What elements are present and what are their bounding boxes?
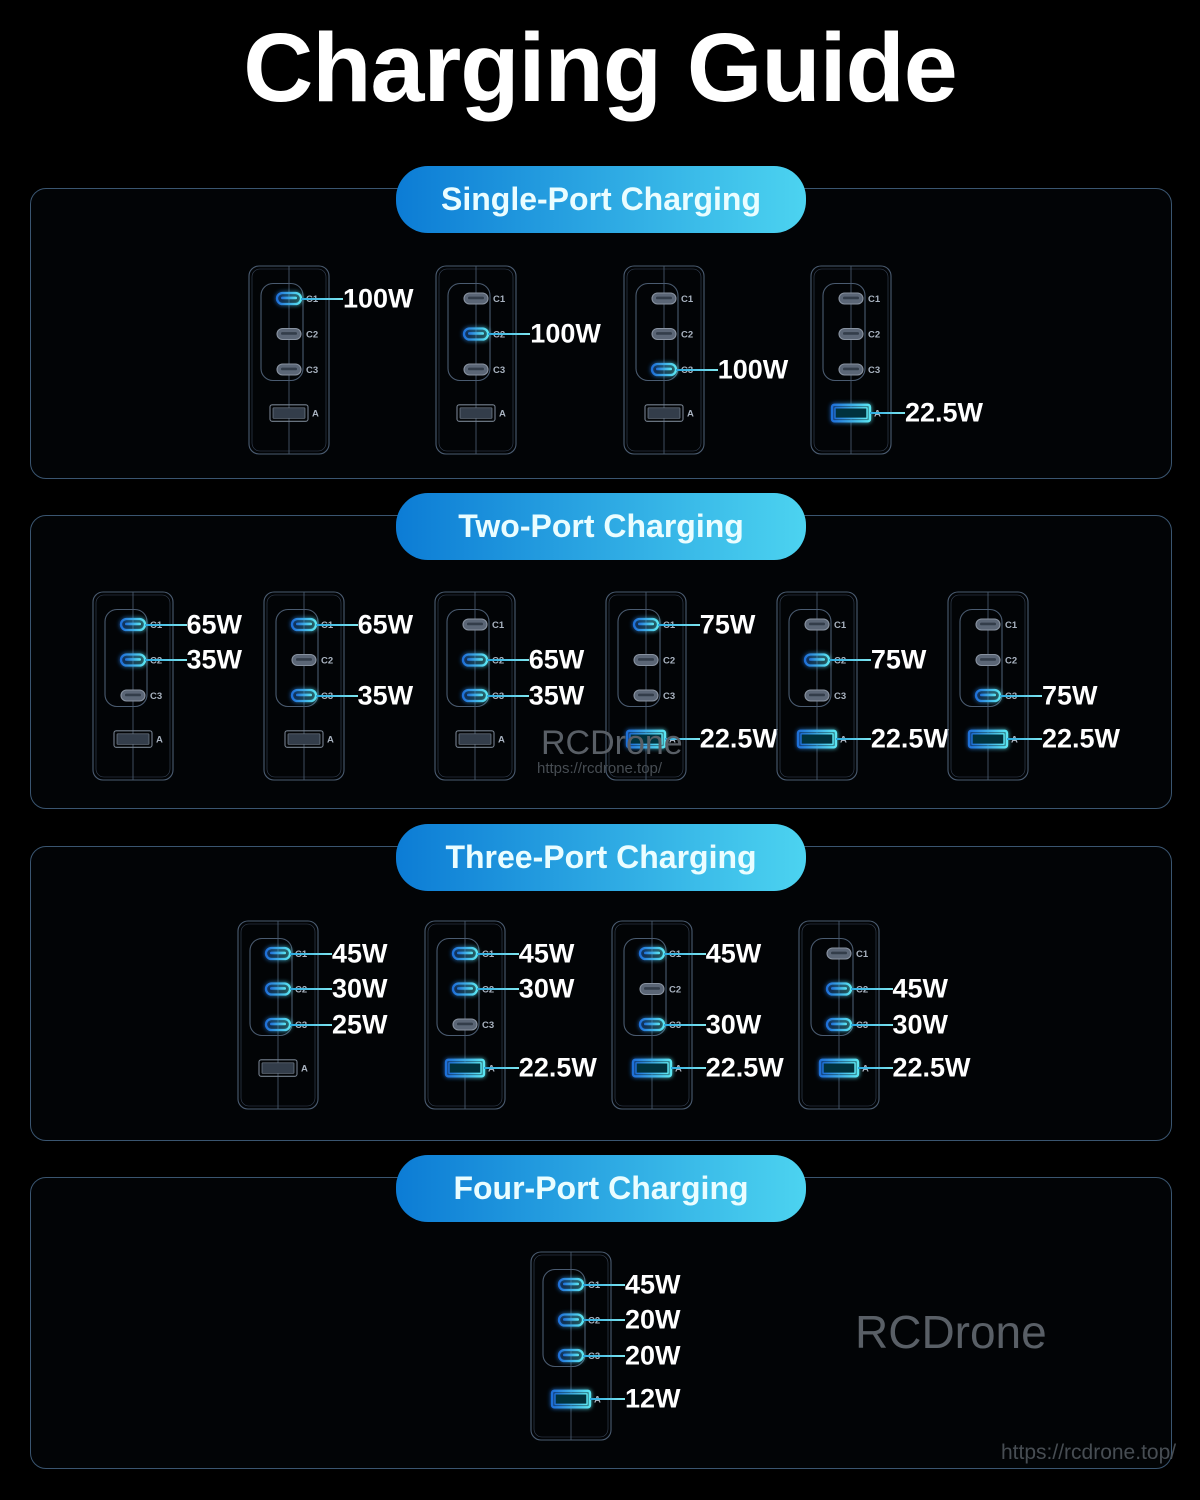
svg-text:C2: C2: [663, 655, 675, 666]
svg-text:C2: C2: [868, 329, 880, 340]
svg-text:C3: C3: [493, 365, 505, 376]
svg-text:C3: C3: [663, 691, 675, 702]
svg-text:A: A: [499, 408, 506, 419]
svg-text:A: A: [498, 734, 505, 745]
svg-text:A: A: [301, 1063, 308, 1074]
svg-text:A: A: [156, 734, 163, 745]
svg-text:C1: C1: [834, 620, 847, 631]
svg-text:A: A: [687, 408, 694, 419]
svg-text:A: A: [312, 408, 319, 419]
svg-text:A: A: [327, 734, 334, 745]
svg-text:C3: C3: [306, 365, 318, 376]
svg-text:C2: C2: [306, 329, 318, 340]
svg-text:C2: C2: [1005, 655, 1017, 666]
svg-text:C2: C2: [321, 655, 333, 666]
svg-text:C1: C1: [493, 294, 506, 305]
svg-text:C1: C1: [1005, 620, 1018, 631]
svg-text:C3: C3: [868, 365, 880, 376]
svg-text:C3: C3: [482, 1020, 494, 1031]
svg-text:C2: C2: [669, 984, 681, 995]
svg-text:C3: C3: [834, 691, 846, 702]
svg-text:C1: C1: [681, 294, 694, 305]
svg-text:C1: C1: [492, 620, 505, 631]
svg-text:C1: C1: [856, 949, 869, 960]
svg-text:C3: C3: [150, 691, 162, 702]
svg-text:C1: C1: [868, 294, 881, 305]
svg-text:C2: C2: [681, 329, 693, 340]
